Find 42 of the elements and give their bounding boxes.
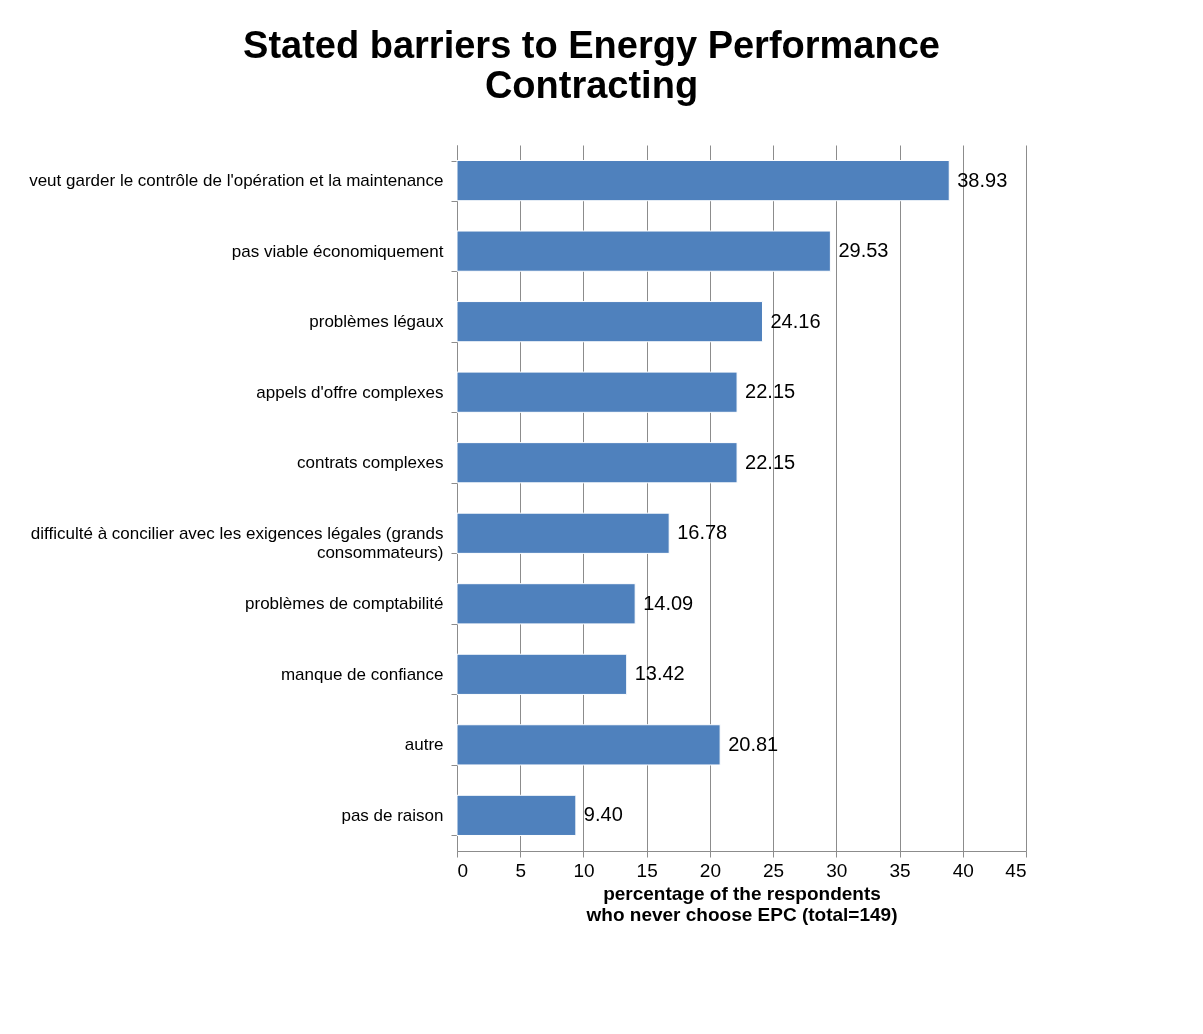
data-label: 22.15 — [745, 450, 796, 473]
bar — [456, 160, 950, 202]
data-label: 13.42 — [634, 662, 685, 685]
y-tick-label: veut garder le contrôle de l'opération et la maintenance — [29, 171, 444, 191]
bar — [456, 724, 721, 766]
bar — [456, 301, 763, 343]
x-tick-label: 25 — [763, 859, 785, 881]
x-tick-label: 45 — [1005, 859, 1027, 881]
data-label: 20.81 — [728, 732, 779, 755]
data-label: 9.40 — [583, 803, 623, 826]
y-tick-label: problèmes de comptabilité — [245, 594, 444, 614]
data-label: 22.15 — [745, 380, 796, 403]
x-tick-label: 5 — [515, 859, 527, 881]
bar — [456, 442, 738, 484]
y-tick-label: pas viable économiquement — [231, 241, 444, 261]
x-tick-label: 0 — [457, 859, 469, 881]
y-tick-label: autre — [404, 735, 444, 755]
y-tick-label: problèmes légaux — [309, 312, 444, 332]
y-tick-label: contrats complexes — [297, 453, 444, 473]
bar — [456, 371, 738, 413]
bar — [456, 512, 670, 554]
x-tick-label: 35 — [889, 859, 911, 881]
bar — [456, 794, 577, 836]
y-tick-label: difficulté à concilier avec les exigences légales (grands consommateurs) — [30, 523, 444, 562]
x-tick-label: 10 — [573, 859, 595, 881]
bar — [456, 583, 636, 625]
y-tick-label: manque de confiance — [280, 664, 444, 684]
y-tick-label: pas de raison — [341, 805, 444, 825]
data-label: 14.09 — [643, 591, 694, 614]
data-label: 16.78 — [677, 521, 728, 544]
chart-title: Stated barriers to Energy Performance Contracting — [243, 24, 940, 106]
x-tick-label: 15 — [636, 859, 658, 881]
bar — [456, 230, 831, 272]
data-label: 29.53 — [838, 239, 889, 262]
x-tick-label: 30 — [826, 859, 848, 881]
bar — [456, 653, 628, 695]
data-label: 38.93 — [957, 168, 1008, 191]
x-axis-title: percentage of the respondents who never choose EPC (total=149) — [585, 882, 898, 925]
y-tick-label: appels d'offre complexes — [256, 382, 444, 402]
data-label: 24.16 — [770, 309, 821, 332]
x-tick-label: 20 — [699, 859, 721, 881]
x-tick-label: 40 — [952, 859, 974, 881]
